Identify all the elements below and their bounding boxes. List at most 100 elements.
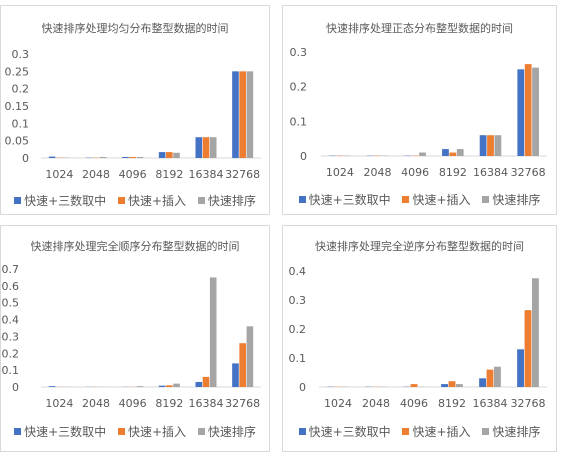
y-tick-label: 0.5 <box>2 297 20 310</box>
y-tick-label: 0.3 <box>290 46 308 59</box>
bar <box>136 386 144 387</box>
bar <box>122 156 129 158</box>
bar <box>246 71 254 158</box>
legend-label: 快速+三数取中 <box>24 425 107 439</box>
x-tick-label: 32768 <box>225 168 260 181</box>
legend-item-median3: 快速+三数取中 <box>298 423 391 440</box>
legend-label: 快速排序 <box>492 193 541 207</box>
y-tick-label: 0.3 <box>2 330 20 343</box>
legend-swatch <box>298 428 306 435</box>
x-tick-label: 8192 <box>155 168 183 181</box>
y-tick-label: 0.6 <box>2 280 20 293</box>
bar <box>487 135 494 156</box>
bar <box>129 156 136 158</box>
y-tick-label: 0.3 <box>12 48 30 61</box>
legend-swatch <box>14 197 22 204</box>
legend-label: 快速排序 <box>207 425 256 439</box>
y-tick-label: 0 <box>299 381 306 394</box>
chart-panel-normal: 快速排序处理正态分布整型数据的时间 0 0.1 0.2 0.3 1024 2048 4096… <box>282 5 557 215</box>
bar-chart-plot: 0 0.1 0.2 0.3 0.4 0.5 0.6 0.7 1024 2048 4096 8192 16… <box>2 263 261 410</box>
bar <box>532 67 539 156</box>
bar <box>456 384 463 387</box>
bar <box>479 135 487 156</box>
x-tick-label: 32768 <box>225 397 260 410</box>
legend-item-median3: 快速+三数取中 <box>14 192 106 209</box>
chart-legend: 快速+三数取中 快速+插入 快速排序 <box>1 192 269 209</box>
legend-label: 快速+插入 <box>412 425 471 439</box>
bar <box>517 69 525 156</box>
bar <box>419 152 426 156</box>
x-tick-label: 32768 <box>511 397 546 410</box>
bar <box>173 383 180 387</box>
bar <box>479 378 486 387</box>
legend-item-quicksort: 快速排序 <box>482 423 540 440</box>
bar <box>410 384 418 387</box>
bar <box>532 278 539 387</box>
y-tick-label: 0.2 <box>2 347 20 360</box>
legend-swatch <box>197 197 205 204</box>
y-tick-label: 0 <box>300 150 307 163</box>
x-tick-label: 2048 <box>82 397 110 410</box>
bar <box>517 349 524 387</box>
x-tick-label: 16384 <box>473 397 508 410</box>
bar <box>449 152 457 156</box>
bar <box>195 137 203 158</box>
bar <box>195 381 203 387</box>
legend-swatch <box>402 428 410 435</box>
legend-label: 快速排序 <box>207 194 256 208</box>
x-tick-label: 2048 <box>362 397 390 410</box>
legend-label: 快速+插入 <box>127 425 187 439</box>
legend-item-quicksort: 快速排序 <box>197 192 256 209</box>
x-tick-label: 2048 <box>82 168 110 181</box>
y-tick-label: 0.1 <box>289 352 307 365</box>
bar-chart-plot: 0 0.1 0.2 0.3 1024 2048 4096 8192 16384 32768 <box>290 46 547 179</box>
bar <box>209 277 217 387</box>
y-tick-label: 0.05 <box>5 135 30 148</box>
chart-title: 快速排序处理完全顺序分布整型数据的时间 <box>30 240 240 253</box>
bar <box>456 149 464 156</box>
x-tick-label: 4096 <box>401 166 429 179</box>
legend-item-median3: 快速+三数取中 <box>298 191 391 208</box>
chart-title: 快速排序处理均匀分布整型数据的时间 <box>41 22 229 35</box>
y-tick-label: 0.2 <box>12 83 30 96</box>
y-tick-label: 0 <box>12 381 19 394</box>
x-tick-label: 1024 <box>45 168 73 181</box>
x-tick-label: 16384 <box>189 168 224 181</box>
bar-chart-plot: 0 0.1 0.2 0.3 0.4 1024 2048 4096 8192 16384 32768 <box>289 265 547 410</box>
x-tick-label: 1024 <box>324 397 352 410</box>
chart-panel-uniform: 快速排序处理均匀分布整型数据的时间 0 0.05 0.1 0.15 0.2 0.25 0.3… <box>0 5 270 215</box>
y-tick-label: 0.15 <box>5 100 30 113</box>
chart-legend: 快速+三数取中 快速+插入 快速排序 <box>1 423 269 440</box>
y-tick-label: 0.2 <box>290 81 308 94</box>
bar <box>202 376 210 387</box>
bar <box>524 310 532 387</box>
chart-panel-sorted: 快速排序处理完全顺序分布整型数据的时间 0 0.1 0.2 0.3 0.4 0.5 0.6 0… <box>0 225 270 452</box>
y-tick-label: 0.4 <box>2 314 20 327</box>
bar <box>209 137 217 158</box>
legend-item-insert: 快速+插入 <box>117 423 187 440</box>
bar <box>166 152 173 158</box>
bar <box>158 152 166 158</box>
bar <box>494 366 501 387</box>
bar <box>524 64 532 156</box>
bar <box>246 326 254 387</box>
legend-label: 快速+三数取中 <box>308 193 391 207</box>
legend-swatch <box>402 196 410 203</box>
x-tick-label: 8192 <box>439 166 467 179</box>
legend-item-quicksort: 快速排序 <box>482 191 540 208</box>
legend-swatch <box>197 428 205 435</box>
x-tick-label: 2048 <box>364 166 392 179</box>
y-tick-label: 0 <box>22 152 29 165</box>
legend-swatch <box>14 428 22 435</box>
bar <box>48 386 56 387</box>
legend-item-insert: 快速+插入 <box>117 192 186 209</box>
legend-swatch <box>117 428 125 435</box>
chart-title: 快速排序处理完全逆序分布整型数据的时间 <box>315 240 524 253</box>
x-tick-label: 32768 <box>511 166 546 179</box>
legend-item-quicksort: 快速排序 <box>197 423 256 440</box>
bar <box>494 135 502 156</box>
legend-swatch <box>482 196 490 203</box>
legend-item-insert: 快速+插入 <box>402 191 471 208</box>
bar <box>99 156 107 158</box>
x-tick-label: 1024 <box>326 166 354 179</box>
